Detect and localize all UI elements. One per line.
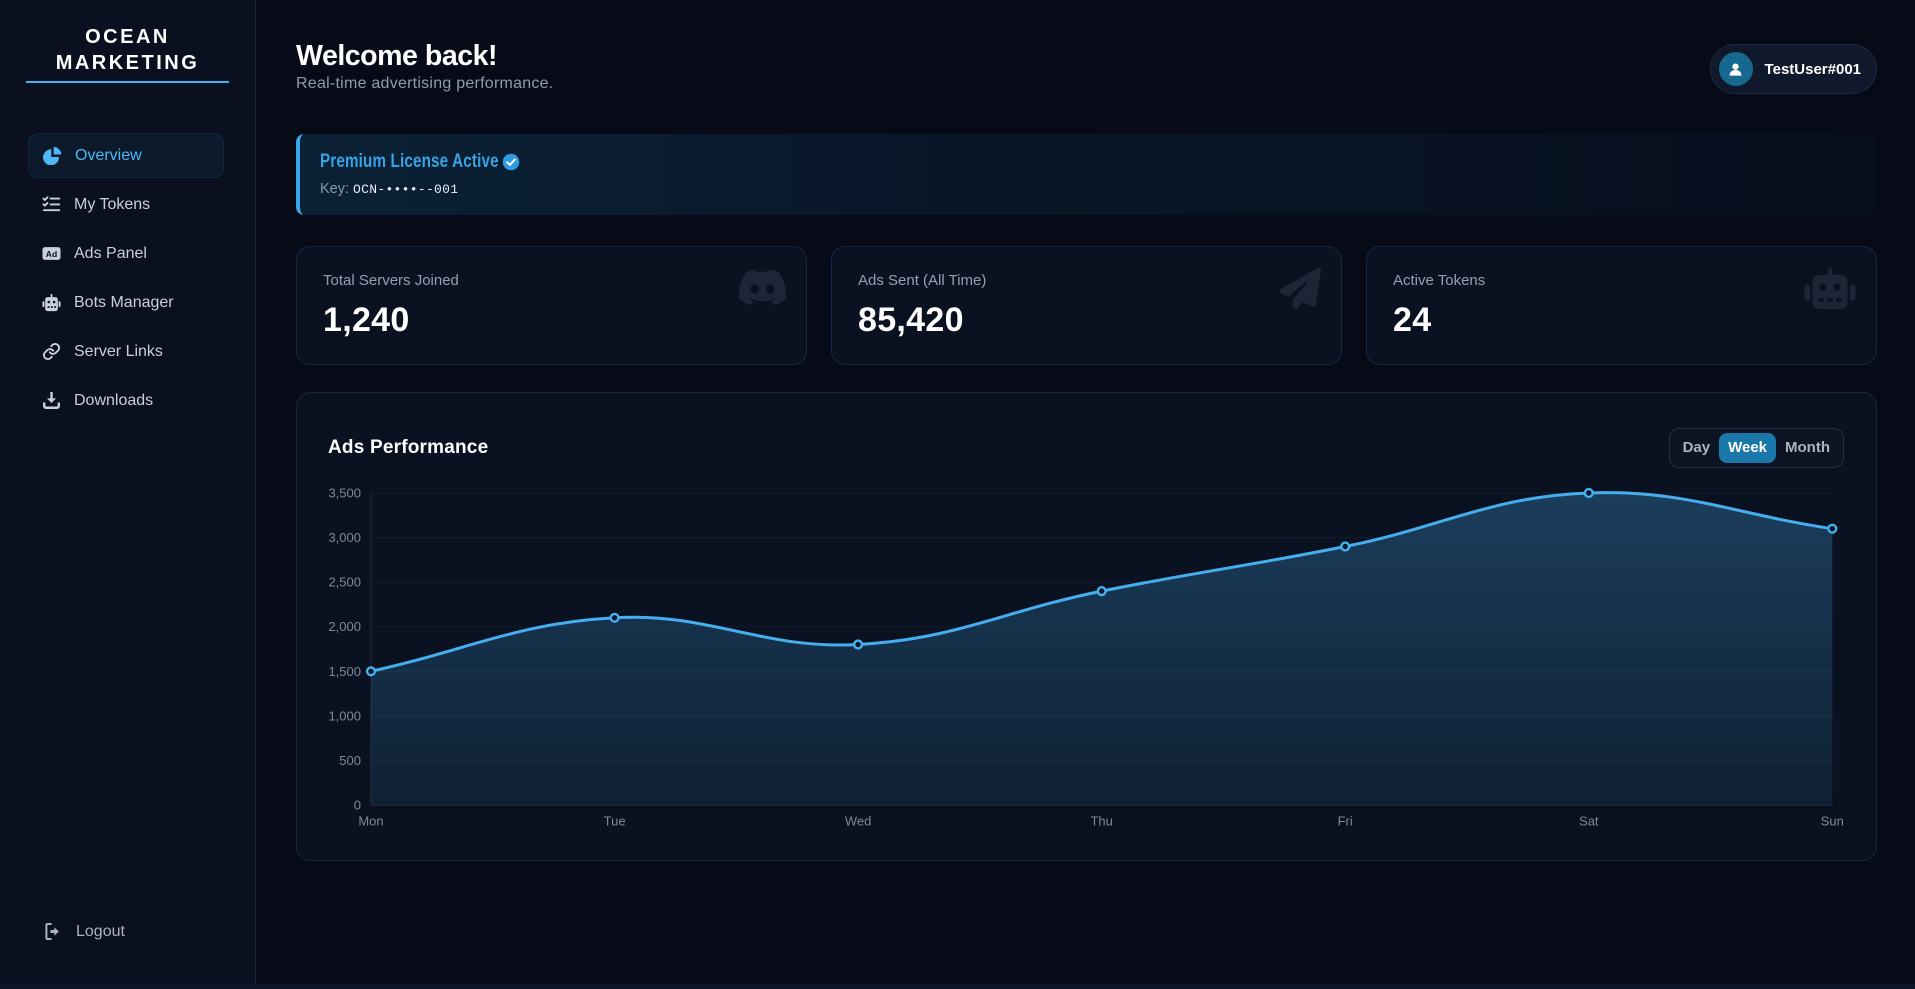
svg-text:Wed: Wed — [845, 814, 872, 829]
svg-text:Sat: Sat — [1579, 814, 1599, 829]
svg-text:500: 500 — [339, 753, 361, 768]
svg-text:1,000: 1,000 — [328, 708, 361, 723]
svg-text:Mon: Mon — [358, 814, 383, 829]
svg-text:3,500: 3,500 — [328, 486, 361, 501]
svg-text:Fri: Fri — [1338, 814, 1353, 829]
svg-text:Thu: Thu — [1090, 814, 1112, 829]
svg-text:1,500: 1,500 — [328, 664, 361, 679]
svg-text:Sun: Sun — [1821, 814, 1844, 829]
svg-text:2,000: 2,000 — [328, 619, 361, 634]
svg-text:Ad: Ad — [46, 249, 57, 259]
svg-text:2,500: 2,500 — [328, 575, 361, 590]
svg-text:0: 0 — [354, 798, 361, 813]
svg-text:Tue: Tue — [604, 814, 626, 829]
svg-text:3,000: 3,000 — [328, 530, 361, 545]
